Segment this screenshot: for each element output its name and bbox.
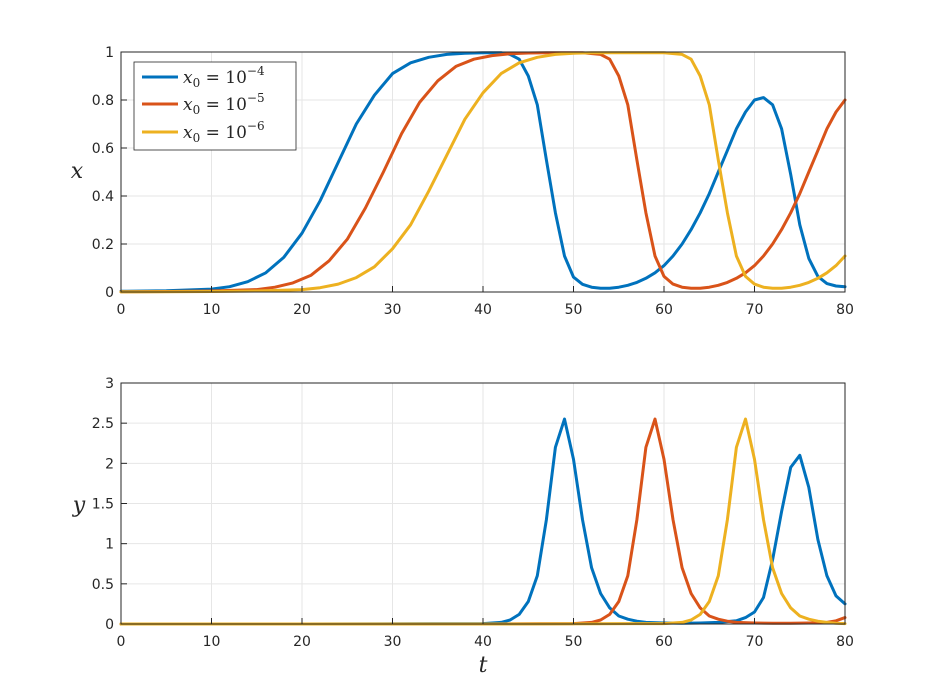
top-y-tick-label: 0.8	[92, 93, 114, 109]
legend-entry-2: x0 = 10−5	[142, 91, 265, 117]
bottom-ticks: 0 10 20 30 40 50 60 70 80 0 0.5 1 1.5 2 2.5 3	[92, 376, 854, 650]
bottom-y-tick-label: 2	[105, 456, 114, 472]
top-x-tick-label: 70	[746, 302, 764, 318]
bottom-x-tick-label: 70	[746, 634, 764, 650]
bottom-x-tick-label: 20	[293, 634, 311, 650]
bottom-series-1-line	[119, 417, 847, 626]
legend-entry-3: x0 = 10−6	[142, 119, 265, 145]
bottom-y-tick-label: 0.5	[92, 577, 114, 593]
top-ticks: 0 10 20 30 40 50 60 70 80 0 0.2 0.4 0.6 0.8 1	[92, 45, 854, 318]
top-y-tick-label: 0	[105, 285, 114, 301]
bottom-x-tick-label: 10	[203, 634, 221, 650]
top-legend: x0 = 10−4 x0 = 10−5 x0 = 10−6	[133, 61, 297, 151]
bottom-y-tick-label: 1	[105, 537, 114, 553]
legend-label-2: x0 = 10−5	[183, 91, 265, 117]
top-series-1-line	[119, 51, 847, 293]
top-x-tick-label: 10	[203, 302, 221, 318]
top-y-tick-label: 0.6	[92, 141, 114, 157]
top-series-3-line	[119, 51, 847, 294]
bottom-x-tick-label: 40	[474, 634, 492, 650]
top-y-tick-label: 0.2	[92, 237, 114, 253]
bottom-y-tick-label: 2.5	[92, 416, 114, 432]
bottom-x-axis-label: t	[479, 653, 488, 678]
bottom-y-tick-label: 0	[105, 617, 114, 633]
bottom-x-tick-label: 50	[565, 634, 583, 650]
top-x-tick-label: 50	[565, 302, 583, 318]
bottom-series-group	[119, 417, 847, 626]
bottom-x-tick-label: 0	[117, 634, 126, 650]
legend-label-1: x0 = 10−4	[183, 64, 265, 90]
bottom-y-axis-label: y	[72, 493, 86, 518]
top-y-tick-label: 0.4	[92, 189, 114, 205]
bottom-y-tick-label: 3	[105, 376, 114, 392]
bottom-series-3-line	[119, 417, 847, 626]
bottom-x-tick-label: 80	[836, 634, 854, 650]
legend-label-3: x0 = 10−6	[183, 119, 265, 145]
top-series-2-line	[119, 51, 847, 294]
top-y-tick-label: 1	[105, 45, 114, 61]
top-x-tick-label: 20	[293, 302, 311, 318]
top-x-tick-label: 60	[655, 302, 673, 318]
top-axes: 0 10 20 30 40 50 60 70 80 0 0.2 0.4 0.6 0.8 1 x x0 = 1…	[71, 45, 854, 318]
bottom-x-tick-label: 60	[655, 634, 673, 650]
top-series-group	[119, 51, 847, 294]
bottom-axes: 0 10 20 30 40 50 60 70 80 0 0.5 1 1.5 2 2.5 3 y t	[72, 376, 854, 678]
bottom-series-2-line	[119, 417, 847, 626]
bottom-y-tick-label: 1.5	[92, 497, 114, 513]
top-x-tick-label: 0	[117, 302, 126, 318]
top-y-axis-label: x	[71, 159, 84, 184]
top-x-tick-label: 80	[836, 302, 854, 318]
bottom-x-tick-label: 30	[384, 634, 402, 650]
top-x-tick-label: 30	[384, 302, 402, 318]
legend-entry-1: x0 = 10−4	[142, 64, 265, 90]
top-x-tick-label: 40	[474, 302, 492, 318]
